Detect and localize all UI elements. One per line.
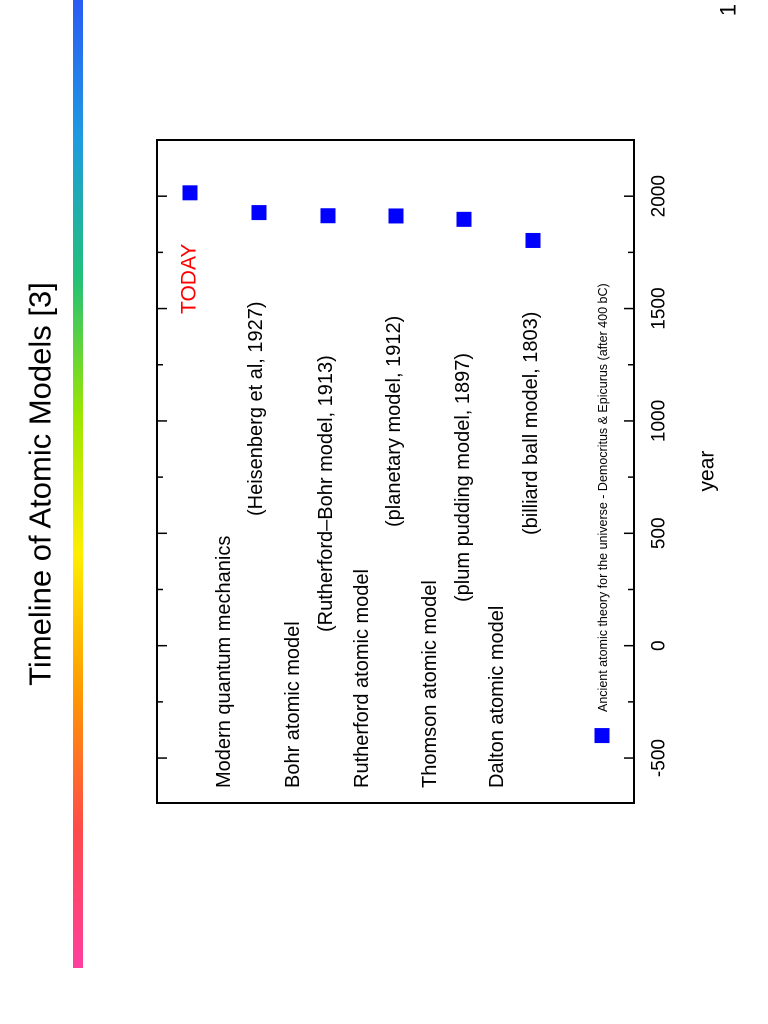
series-sublabel: (Heisenberg et al, 1927) xyxy=(245,301,267,516)
axis-tick-labels: -500 0 500 1000 1500 2000 xyxy=(649,175,670,777)
series-label: Bohr atomic model xyxy=(282,621,304,788)
axis-ticks xyxy=(157,195,634,759)
series-label: Modern quantum mechanics xyxy=(213,536,235,788)
data-point-marker xyxy=(525,232,541,248)
tick-label: 1000 xyxy=(649,400,670,442)
x-axis-label: year xyxy=(696,451,719,492)
series-label: Thomson atomic model xyxy=(419,580,441,788)
tick-label: 500 xyxy=(649,517,670,549)
tick-label: 0 xyxy=(649,640,670,651)
today-label: TODAY xyxy=(178,244,201,314)
series-label: Dalton atomic model xyxy=(486,606,508,788)
data-point-marker xyxy=(251,205,267,221)
series-sublabel: (Rutherford–Bohr model, 1913) xyxy=(315,355,337,632)
data-point-marker xyxy=(182,185,198,201)
data-point-marker xyxy=(456,211,472,227)
tick-label: -500 xyxy=(649,739,670,777)
data-point-marker xyxy=(594,728,610,744)
data-point-marker xyxy=(320,208,336,224)
series-sublabel: (plum pudding model, 1897) xyxy=(452,353,474,602)
tick-label: 2000 xyxy=(649,175,670,217)
series-sublabel: (billiard ball model, 1803) xyxy=(520,312,542,535)
slide-title: Timeline of Atomic Models [3] xyxy=(23,282,58,686)
plot-frame xyxy=(156,139,635,804)
series-labels: Ancient atomic theory for the universe -… xyxy=(178,244,611,788)
page-number: 1 xyxy=(716,4,741,16)
rainbow-accent-bar xyxy=(73,0,83,968)
series-sublabel: (planetary model, 1912) xyxy=(383,316,405,527)
data-markers xyxy=(182,185,610,744)
tick-label: 1500 xyxy=(649,287,670,329)
series-label-ancient: Ancient atomic theory for the universe -… xyxy=(596,283,610,712)
series-label: Rutherford atomic model xyxy=(351,569,373,788)
data-point-marker xyxy=(388,208,404,224)
